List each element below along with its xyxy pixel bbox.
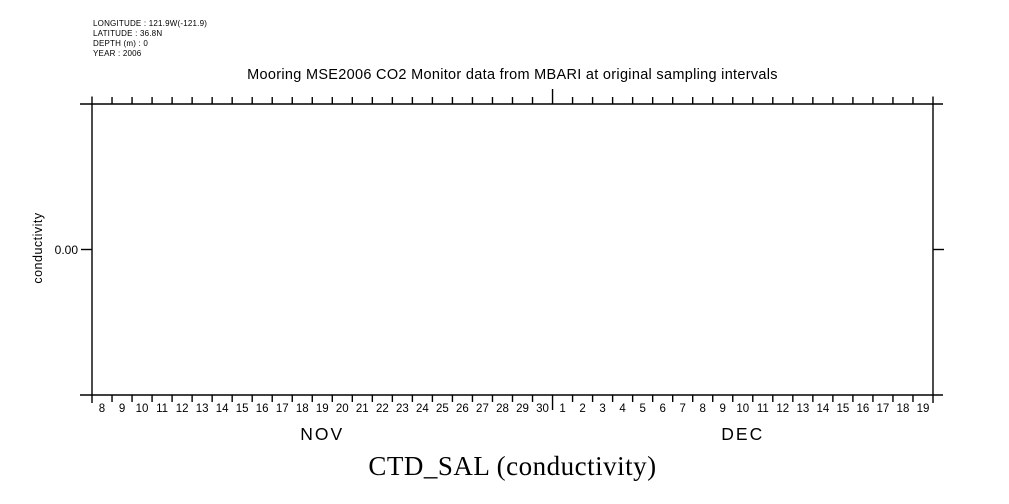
- metadata-line: YEAR : 2006: [93, 49, 142, 58]
- x-tick-label: 19: [916, 403, 930, 415]
- x-tick-label: 26: [456, 403, 469, 415]
- x-tick-label: 7: [679, 403, 686, 415]
- x-tick-label: 20: [335, 403, 349, 415]
- month-label: NOV: [300, 424, 345, 444]
- x-tick-label: 27: [476, 403, 489, 415]
- x-tick-label: 6: [659, 403, 666, 415]
- x-tick-label: 5: [639, 403, 646, 415]
- x-tick-label: 9: [118, 403, 126, 415]
- x-tick-label: 11: [756, 403, 769, 415]
- x-tick-label: 17: [876, 403, 890, 415]
- metadata-line: LATITUDE : 36.8N: [93, 29, 163, 38]
- x-tick-label: 30: [536, 403, 549, 415]
- y-tick-label: 0.00: [54, 243, 78, 257]
- x-tick-label: 4: [619, 403, 626, 415]
- x-tick-label: 10: [135, 403, 149, 415]
- variable-title: CTD_SAL (conductivity): [368, 451, 657, 481]
- x-tick-label: 3: [599, 403, 606, 415]
- x-tick-label: 17: [275, 403, 289, 415]
- x-tick-label: 8: [699, 403, 706, 415]
- x-tick-label: 22: [375, 403, 389, 415]
- metadata-line: DEPTH (m) : 0: [93, 39, 149, 48]
- x-tick-label: 12: [175, 403, 189, 415]
- x-tick-label: 1: [559, 403, 566, 415]
- x-tick-label: 29: [516, 403, 529, 415]
- x-tick-label: 15: [235, 403, 249, 415]
- x-tick-label: 16: [856, 403, 870, 415]
- x-tick-label: 15: [836, 403, 850, 415]
- x-tick-label: 18: [896, 403, 910, 415]
- x-tick-label: 16: [255, 403, 269, 415]
- x-tick-label: 13: [195, 403, 209, 415]
- x-tick-label: 25: [436, 403, 449, 415]
- x-tick-label: 19: [315, 403, 329, 415]
- x-tick-label: 14: [215, 403, 229, 415]
- month-label: DEC: [721, 424, 765, 444]
- x-tick-label: 10: [736, 403, 750, 415]
- x-tick-label: 14: [816, 403, 830, 415]
- x-tick-label: 24: [415, 403, 429, 415]
- x-tick-label: 18: [295, 403, 309, 415]
- x-tick-label: 12: [776, 403, 790, 415]
- x-tick-label: 8: [98, 403, 106, 415]
- x-tick-label: 9: [719, 403, 726, 415]
- x-tick-label: 13: [796, 403, 810, 415]
- chart-title: Mooring MSE2006 CO2 Monitor data from MB…: [247, 67, 778, 83]
- x-tick-label: 11: [156, 403, 169, 415]
- metadata-block: LONGITUDE : 121.9W(-121.9) LATITUDE : 36.…: [93, 19, 207, 59]
- x-tick-label: 2: [579, 403, 586, 415]
- x-tick-label: 28: [496, 403, 509, 415]
- metadata-line: LONGITUDE : 121.9W(-121.9): [93, 19, 208, 28]
- x-tick-label: 23: [395, 403, 409, 415]
- x-tick-label: 21: [355, 403, 369, 415]
